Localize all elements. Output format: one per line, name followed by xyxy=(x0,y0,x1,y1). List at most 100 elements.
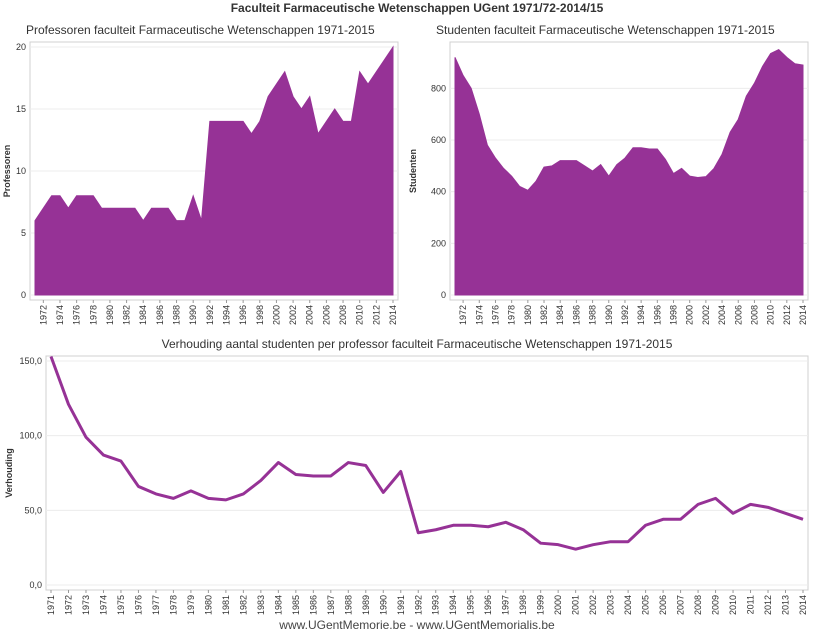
data-point xyxy=(696,176,699,179)
x-tick-label: 2002 xyxy=(588,595,598,615)
data-point xyxy=(469,524,472,527)
data-point xyxy=(142,219,145,222)
data-point xyxy=(591,170,594,173)
data-point xyxy=(137,485,140,488)
data-point xyxy=(662,518,665,521)
data-point xyxy=(208,120,211,123)
y-tick-label: 15 xyxy=(16,104,26,114)
x-tick-label: 1989 xyxy=(361,595,371,615)
data-point xyxy=(640,146,643,149)
data-point xyxy=(551,164,554,167)
x-tick-label: 2010 xyxy=(766,305,776,325)
x-tick-label: 1974 xyxy=(474,305,484,325)
x-tick-label: 1971 xyxy=(46,595,56,615)
data-point xyxy=(275,83,278,86)
x-tick-label: 1976 xyxy=(72,305,82,325)
data-point xyxy=(462,74,465,77)
data-point xyxy=(592,543,595,546)
x-tick-label: 1994 xyxy=(448,595,458,615)
data-point xyxy=(607,175,610,178)
data-point xyxy=(325,120,328,123)
x-tick-label: 1982 xyxy=(539,305,549,325)
y-tick-label: 400 xyxy=(431,187,446,197)
y-axis-label: Studenten xyxy=(408,149,418,193)
x-tick-label: 1993 xyxy=(431,595,441,615)
x-tick-label: 1992 xyxy=(413,595,423,615)
x-tick-label: 2004 xyxy=(717,305,727,325)
data-point xyxy=(567,159,570,162)
y-axis-label: Verhouding xyxy=(4,448,14,498)
data-point xyxy=(753,82,756,85)
data-point xyxy=(242,120,245,123)
data-point xyxy=(623,157,626,160)
data-point xyxy=(599,163,602,166)
data-point xyxy=(207,497,210,500)
data-point xyxy=(502,167,505,170)
x-tick-label: 2005 xyxy=(641,595,651,615)
y-tick-label: 10 xyxy=(16,166,26,176)
data-point xyxy=(102,454,105,457)
data-point xyxy=(292,95,295,98)
data-point xyxy=(92,194,95,197)
data-point xyxy=(627,540,630,543)
data-point xyxy=(224,498,227,501)
area-series-1 xyxy=(454,48,804,296)
data-point xyxy=(648,148,651,151)
x-tick-label: 1972 xyxy=(63,595,73,615)
data-point xyxy=(574,548,577,551)
x-tick-label: 1996 xyxy=(483,595,493,615)
x-tick-label: 2014 xyxy=(798,595,808,615)
data-point xyxy=(58,194,61,197)
x-tick-label: 1994 xyxy=(221,305,231,325)
data-point xyxy=(644,524,647,527)
y-tick-label: 50,0 xyxy=(24,505,42,515)
data-point xyxy=(392,46,395,49)
x-tick-label: 2011 xyxy=(746,595,756,614)
x-tick-label: 1974 xyxy=(98,595,108,615)
data-point xyxy=(704,175,707,178)
data-point xyxy=(189,489,192,492)
data-point xyxy=(100,207,103,210)
data-point xyxy=(154,492,157,495)
x-tick-label: 1978 xyxy=(88,305,98,325)
data-point xyxy=(721,153,724,156)
data-point xyxy=(494,157,497,160)
data-point xyxy=(802,518,805,521)
x-tick-label: 1997 xyxy=(501,595,511,615)
x-tick-label: 1995 xyxy=(466,595,476,615)
data-point xyxy=(434,528,437,531)
x-tick-label: 1977 xyxy=(151,595,161,615)
data-point xyxy=(487,525,490,528)
data-point xyxy=(399,470,402,473)
plot-frame-2 xyxy=(45,355,809,591)
data-point xyxy=(333,108,336,111)
x-tick-label: 2012 xyxy=(371,305,381,325)
y-tick-label: 600 xyxy=(431,135,446,145)
x-tick-label: 1982 xyxy=(122,305,132,325)
x-tick-label: 1984 xyxy=(138,305,148,325)
area-series-0 xyxy=(34,45,394,296)
data-point xyxy=(364,464,367,467)
line-series-2 xyxy=(49,356,804,551)
data-point xyxy=(526,189,529,192)
x-tick-label: 1979 xyxy=(186,595,196,615)
y-tick-label: 150,0 xyxy=(19,356,42,366)
data-point xyxy=(543,166,546,169)
x-tick-label: 2010 xyxy=(355,305,365,325)
x-tick-label: 1998 xyxy=(669,305,679,325)
data-point xyxy=(294,473,297,476)
data-point xyxy=(417,531,420,534)
data-point xyxy=(217,120,220,123)
data-point xyxy=(679,518,682,521)
data-point xyxy=(277,461,280,464)
data-point xyxy=(67,207,70,210)
x-tick-label: 2012 xyxy=(763,595,773,615)
data-point xyxy=(83,194,86,197)
data-point xyxy=(522,528,525,531)
x-tick-label: 1988 xyxy=(172,305,182,325)
x-tick-label: 2006 xyxy=(658,595,668,615)
y-tick-label: 200 xyxy=(431,238,446,248)
x-tick-label: 1976 xyxy=(490,305,500,325)
data-point xyxy=(242,492,245,495)
